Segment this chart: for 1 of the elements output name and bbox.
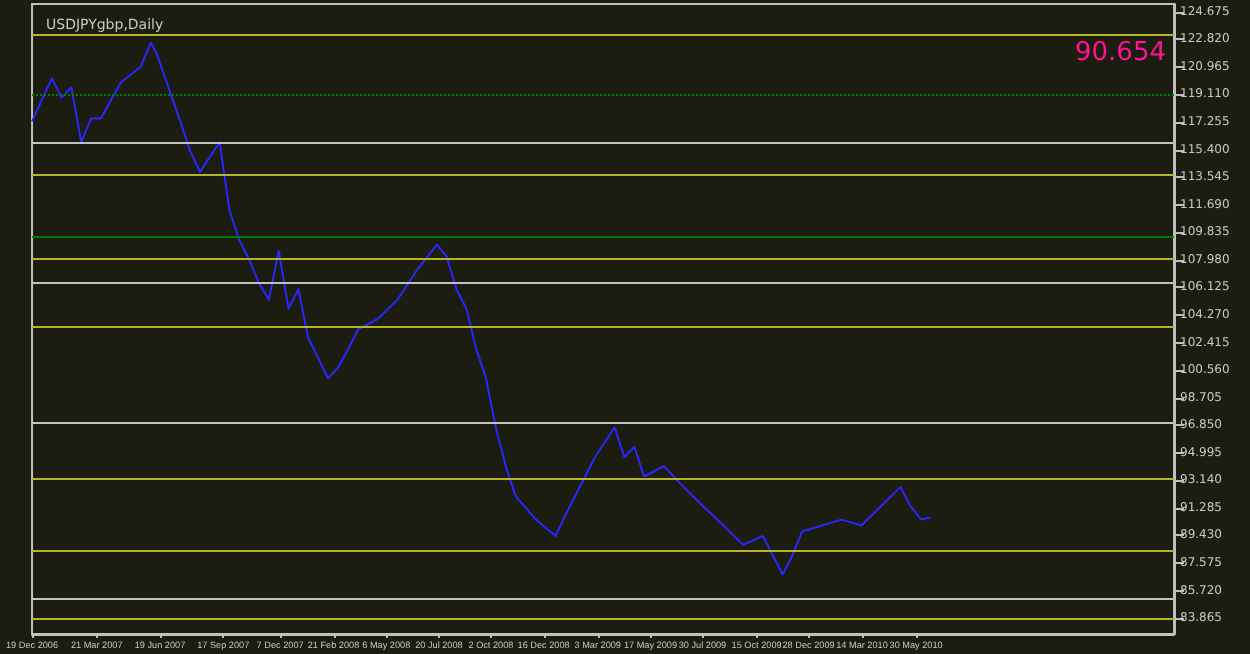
annotation: 90.654 xyxy=(1075,38,1167,68)
